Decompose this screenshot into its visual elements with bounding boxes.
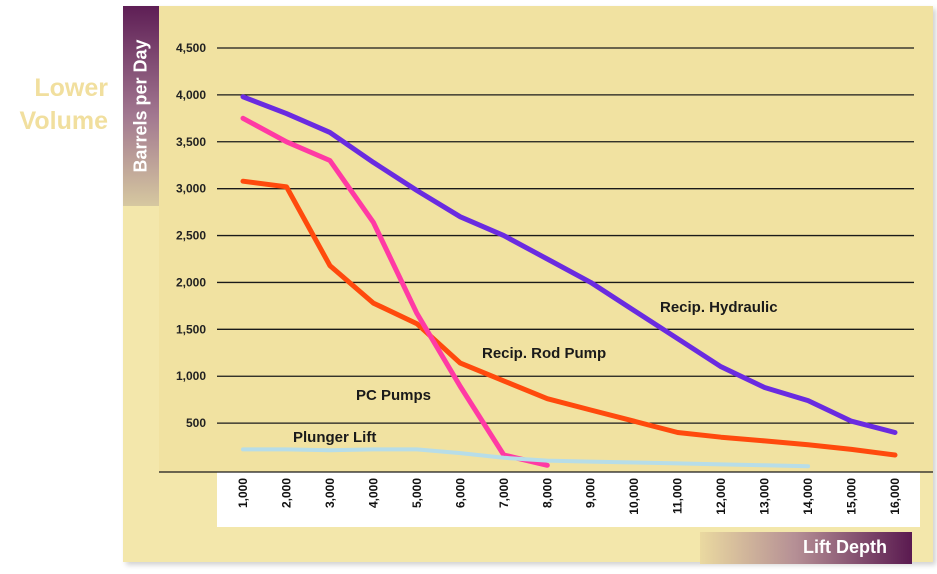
y-tick-label: 2,500	[176, 229, 206, 243]
x-tick-label: 7,000	[497, 478, 511, 508]
side-label: Lower Volume	[0, 72, 108, 138]
x-tick-label: 3,000	[323, 478, 337, 508]
y-tick-label: 500	[186, 416, 206, 430]
x-axis-label-band	[700, 532, 912, 564]
x-tick-area	[217, 472, 920, 527]
series-line-recip-hydraulic	[240, 94, 898, 435]
y-axis-label-band	[123, 6, 159, 206]
side-label-line2: Volume	[19, 107, 108, 135]
x-axis-label: Lift Depth	[803, 537, 887, 557]
x-tick-label: 1,000	[236, 478, 250, 508]
x-tick-label: 10,000	[627, 478, 641, 515]
y-tick-label: 3,000	[176, 182, 206, 196]
series-line-plunger-lift	[241, 447, 811, 469]
x-tick-label: 4,000	[366, 478, 380, 508]
y-tick-label: 2,000	[176, 275, 206, 289]
x-tick-label: 14,000	[801, 478, 815, 515]
x-tick-label: 5,000	[410, 478, 424, 508]
x-tick-label: 2,000	[279, 478, 293, 508]
x-tick-label: 11,000	[671, 478, 685, 514]
series-line-recip-rod-pump	[240, 178, 898, 458]
x-tick-label: 16,000	[888, 478, 902, 515]
x-tick-label: 12,000	[714, 478, 728, 515]
x-tick-label: 15,000	[845, 478, 859, 515]
x-tick-label: 8,000	[540, 478, 554, 508]
series-line-pc-pumps	[240, 115, 550, 468]
x-tick-label: 13,000	[758, 478, 772, 515]
y-tick-label: 1,500	[176, 322, 206, 336]
y-tick-label: 3,500	[176, 135, 206, 149]
y-tick-label: 1,000	[176, 369, 206, 383]
series-label-pc-pumps: PC Pumps	[356, 387, 431, 404]
plot-background	[159, 6, 933, 472]
series-label-plunger-lift: Plunger Lift	[293, 429, 376, 446]
x-tick-label: 6,000	[453, 478, 467, 508]
y-tick-label: 4,500	[176, 41, 206, 55]
x-tick-label: 9,000	[584, 478, 598, 508]
y-tick-label: 4,000	[176, 88, 206, 102]
side-label-line1: Lower	[34, 74, 108, 102]
series-label-recip-hydraulic: Recip. Hydraulic	[660, 299, 778, 316]
series-label-recip-rod-pump: Recip. Rod Pump	[482, 345, 606, 362]
